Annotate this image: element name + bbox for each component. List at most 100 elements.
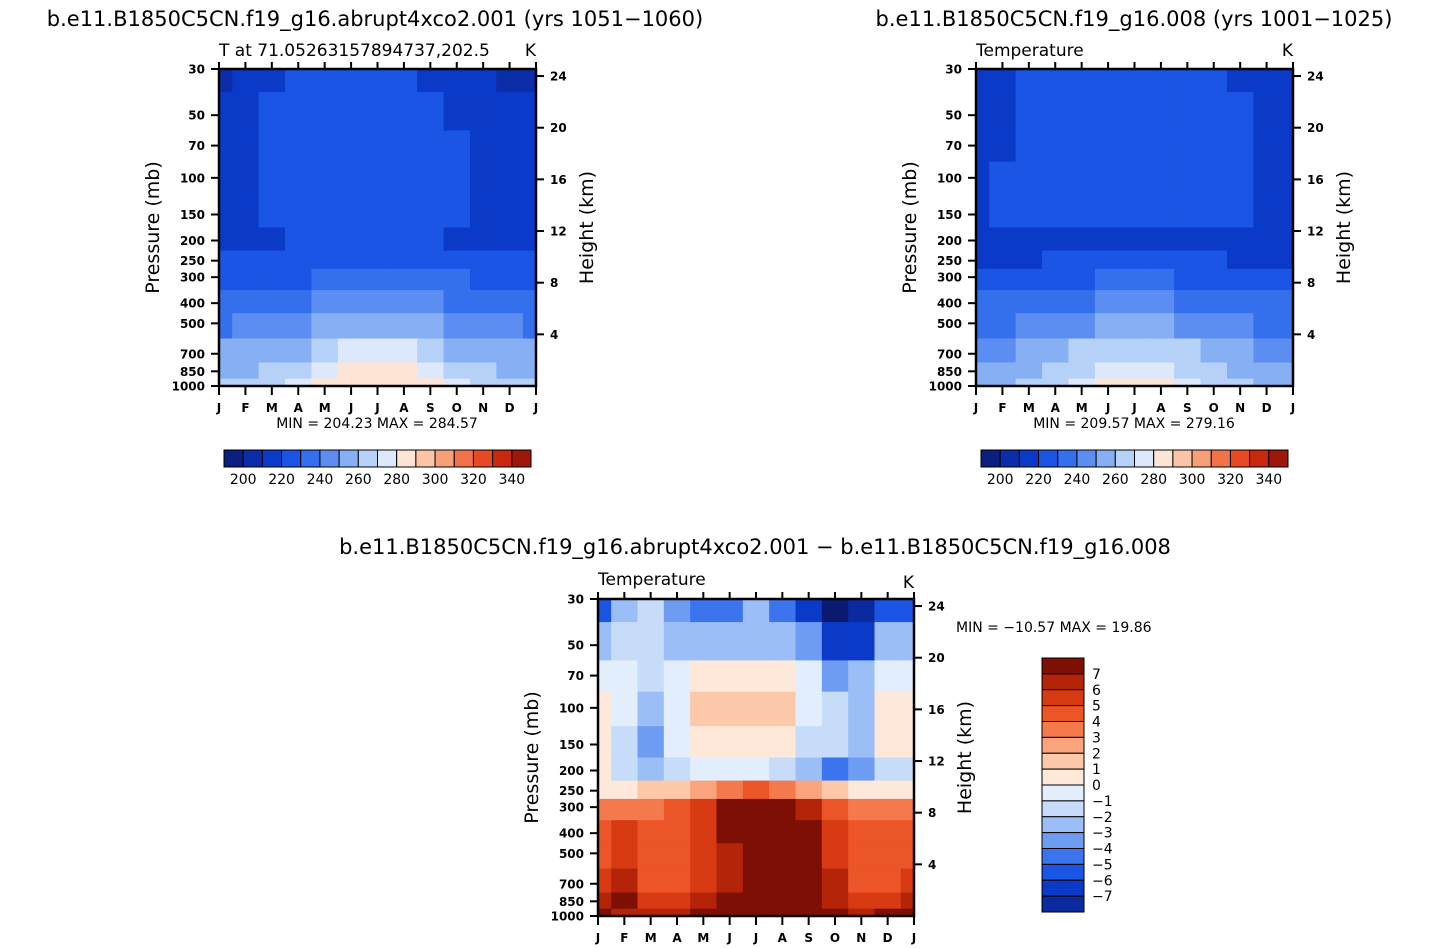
heatmap-cell [611, 798, 639, 821]
heatmap-cell [1015, 338, 1043, 364]
x-tick-label: J [1131, 401, 1136, 415]
heatmap-cell [598, 892, 612, 910]
heatmap-cell [1226, 130, 1254, 163]
heatmap-cell [716, 820, 744, 844]
heatmap-cell [443, 268, 471, 291]
heatmap-cell [874, 892, 902, 910]
colorbar1-label: 200 [230, 472, 257, 488]
heatmap-cell [795, 660, 823, 693]
heatmap-cell [663, 726, 691, 759]
heatmap-cell [311, 92, 339, 131]
y-tick-label: 500 [180, 317, 205, 331]
heatmap-cell [742, 780, 770, 800]
heatmap-cell [611, 660, 639, 693]
colorbar1-label: 320 [460, 472, 487, 488]
y-tick-label: 150 [559, 738, 584, 752]
heatmap-cell [443, 161, 471, 197]
y-tick-label: 250 [937, 254, 962, 268]
height-tick-label: 20 [1307, 121, 1324, 135]
heatmap-cell [364, 161, 392, 197]
colorbar1-swatch [338, 449, 359, 468]
heatmap-cell [598, 622, 612, 661]
heatmap-cell [1200, 69, 1228, 93]
heatmap-cell [522, 69, 537, 93]
heatmap-cell [522, 250, 537, 270]
heatmap-cell [1042, 196, 1070, 229]
colorbar3-swatch [1041, 768, 1085, 786]
heatmap-cell [663, 908, 691, 917]
heatmap-cell [469, 290, 497, 314]
heatmap-cell [821, 622, 849, 661]
heatmap-cell [311, 338, 339, 364]
heatmap-cell [496, 378, 524, 387]
heatmap-cell [232, 362, 260, 380]
heatmap-cell [258, 378, 286, 387]
heatmap-cell [1174, 362, 1202, 380]
heatmap-cell [976, 313, 990, 340]
heatmap-cell [598, 843, 612, 870]
heatmap-cell [285, 196, 313, 229]
heatmap-cell [598, 691, 612, 727]
heatmap-cell [900, 660, 915, 693]
heatmap-cell [769, 798, 797, 821]
colorbar3-swatch [1041, 689, 1085, 707]
heatmap-cell [337, 250, 365, 270]
heatmap-cell [469, 268, 497, 291]
heatmap-cell [1226, 378, 1254, 387]
heatmap-cell [900, 908, 915, 917]
colorbar3-label: 2 [1092, 746, 1101, 762]
colorbar3-swatch [1041, 705, 1085, 723]
y-axis-label: Pressure (mb) [899, 161, 921, 294]
heatmap-cell [821, 908, 849, 917]
heatmap-cell [900, 726, 915, 759]
heatmap-cell [469, 130, 497, 163]
heatmap-cell [469, 196, 497, 229]
height-tick-label: 4 [928, 858, 936, 872]
y-tick-label: 850 [559, 895, 584, 909]
colorbar2-swatch [1249, 449, 1270, 468]
heatmap-cell [821, 660, 849, 693]
panel2-subtitle: Temperature [975, 41, 1084, 61]
colorbar2-label: 200 [987, 472, 1014, 488]
heatmap-cell [598, 798, 612, 821]
heatmap-cell [285, 338, 313, 364]
colorbar3-swatch [1041, 863, 1085, 881]
heatmap-cell [1279, 290, 1294, 314]
heatmap-cell [976, 290, 990, 314]
heatmap-cell [989, 69, 1017, 93]
heatmap-cell [1200, 313, 1228, 340]
y-tick-label: 250 [559, 784, 584, 798]
heatmap-cell [1042, 290, 1070, 314]
panel2-units: K [1282, 41, 1294, 61]
heatmap-cell [690, 780, 718, 800]
heatmap-cell [443, 250, 471, 270]
heatmap-cell [611, 691, 639, 727]
heatmap-cell [976, 161, 990, 197]
x-tick-label: S [426, 401, 435, 415]
heatmap-cell [258, 92, 286, 131]
heatmap-cell [1068, 313, 1096, 340]
heatmap-cell [1094, 362, 1122, 380]
y-tick-label: 300 [180, 271, 205, 285]
heatmap-cell [848, 622, 876, 661]
heatmap-cell [637, 780, 665, 800]
heatmap-cell [1121, 268, 1149, 291]
heatmap-cell [976, 196, 990, 229]
heatmap-cell [496, 69, 524, 93]
heatmap-cell [1174, 268, 1202, 291]
colorbar1-swatch [300, 449, 321, 468]
y-tick-label: 500 [559, 847, 584, 861]
height-tick-label: 8 [1307, 276, 1315, 290]
heatmap-cell [1226, 250, 1254, 270]
heatmap-cell [848, 843, 876, 870]
colorbar1-swatch [396, 449, 417, 468]
heatmap-cell [769, 892, 797, 910]
heatmap-cell [1174, 92, 1202, 131]
x-tick-label: J [595, 931, 600, 945]
heatmap-cell [637, 726, 665, 759]
x-tick-label: J [753, 931, 758, 945]
y-tick-label: 70 [567, 669, 584, 683]
heatmap-cell [848, 599, 876, 623]
heatmap-cell [219, 130, 233, 163]
heatmap-cell [690, 757, 718, 782]
